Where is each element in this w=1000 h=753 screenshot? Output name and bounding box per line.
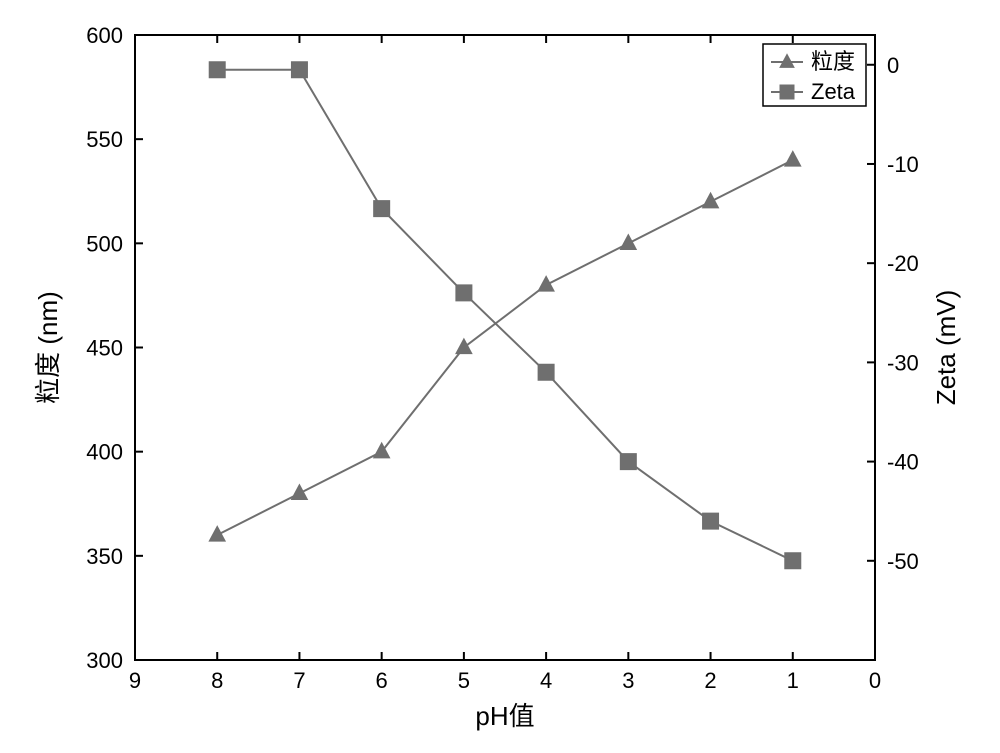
y-right-tick-label: -50	[887, 549, 919, 574]
marker-Zeta	[209, 62, 225, 78]
marker-粒度	[703, 193, 719, 208]
x-tick-label: 3	[622, 668, 634, 693]
y-left-tick-label: 450	[86, 336, 123, 361]
x-tick-label: 6	[376, 668, 388, 693]
y-left-axis-title: 粒度 (nm)	[33, 291, 63, 404]
y-left-tick-label: 500	[86, 231, 123, 256]
y-right-tick-label: 0	[887, 53, 899, 78]
y-right-tick-label: -40	[887, 450, 919, 475]
marker-Zeta	[785, 553, 801, 569]
legend-label: Zeta	[811, 79, 856, 104]
marker-Zeta	[703, 513, 719, 529]
x-tick-label: 0	[869, 668, 881, 693]
chart-container: 9 8 7 6 5 4 3 2 1 0 300 350 400 450 500 550 600 0 -10 -20 -3…	[0, 0, 1000, 753]
y-right-axis-title: Zeta (mV)	[931, 290, 961, 406]
x-tick-label: 4	[540, 668, 552, 693]
marker-Zeta	[456, 285, 472, 301]
legend-marker	[780, 54, 794, 67]
y-left-tick-label: 350	[86, 544, 123, 569]
marker-粒度	[538, 276, 554, 291]
marker-粒度	[456, 339, 472, 354]
marker-Zeta	[620, 454, 636, 470]
x-tick-label: 8	[211, 668, 223, 693]
series-line-粒度	[217, 160, 793, 535]
legend-marker	[780, 85, 794, 99]
marker-粒度	[620, 235, 636, 250]
y-left-tick-label: 550	[86, 127, 123, 152]
marker-粒度	[785, 151, 801, 166]
legend-label: 粒度	[811, 49, 855, 74]
marker-Zeta	[291, 62, 307, 78]
y-right-tick-label: -30	[887, 350, 919, 375]
y-left-tick-label: 400	[86, 440, 123, 465]
x-tick-label: 9	[129, 668, 141, 693]
plot-border	[135, 35, 875, 660]
y-left-tick-label: 300	[86, 648, 123, 673]
x-tick-label: 2	[704, 668, 716, 693]
x-tick-label: 1	[787, 668, 799, 693]
y-left-tick-label: 600	[86, 23, 123, 48]
marker-粒度	[209, 526, 225, 541]
y-right-tick-label: -10	[887, 152, 919, 177]
x-tick-label: 5	[458, 668, 470, 693]
x-tick-label: 7	[293, 668, 305, 693]
y-right-tick-label: -20	[887, 251, 919, 276]
x-axis-title: pH值	[475, 701, 534, 731]
marker-粒度	[291, 485, 307, 500]
chart-svg: 9 8 7 6 5 4 3 2 1 0 300 350 400 450 500 550 600 0 -10 -20 -3…	[0, 0, 1000, 753]
marker-Zeta	[374, 201, 390, 217]
marker-Zeta	[538, 364, 554, 380]
